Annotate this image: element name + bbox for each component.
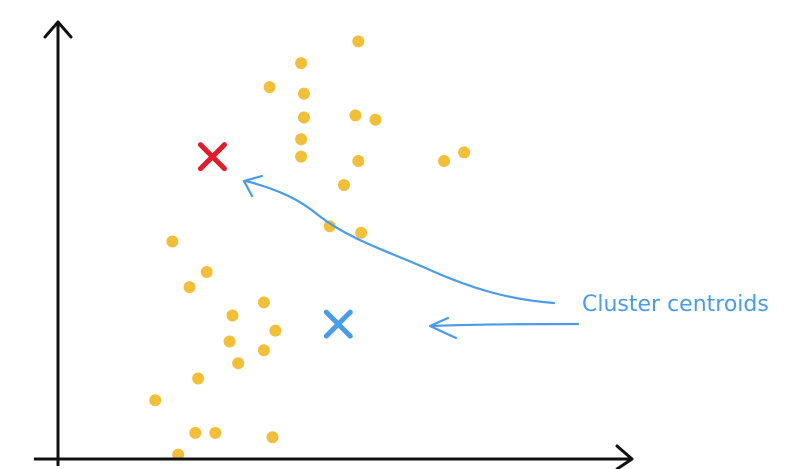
- data-point-17: [200, 265, 213, 278]
- data-point-8: [295, 133, 308, 146]
- centroid-1-cross: [197, 142, 227, 172]
- centroid-2-cross: [323, 309, 353, 339]
- arrow-to-blue-centroid-head: [428, 316, 458, 340]
- x-axis-arrowhead: [615, 444, 634, 469]
- data-point-1: [352, 35, 365, 48]
- data-point-25: [192, 372, 205, 385]
- data-point-2: [295, 57, 308, 70]
- data-point-6: [369, 113, 382, 126]
- data-point-4: [297, 87, 310, 100]
- data-point-16: [166, 235, 179, 248]
- data-point-18: [183, 281, 196, 294]
- cluster-centroids-label: Cluster centroids: [582, 292, 769, 317]
- data-point-22: [223, 335, 236, 348]
- data-points: [149, 35, 471, 461]
- data-point-19: [257, 296, 270, 309]
- data-point-24: [232, 357, 245, 370]
- data-point-26: [149, 394, 162, 407]
- centroids: [197, 142, 353, 339]
- data-point-28: [209, 426, 222, 439]
- data-point-21: [269, 324, 282, 337]
- arrow-to-blue-centroid: [430, 322, 580, 328]
- data-point-20: [226, 309, 239, 322]
- arrow-to-red-centroid-head: [242, 174, 264, 198]
- data-point-23: [257, 344, 270, 357]
- data-point-5: [349, 109, 362, 122]
- data-point-27: [189, 426, 202, 439]
- data-point-29: [266, 431, 279, 444]
- data-point-14: [323, 220, 336, 233]
- axes: [34, 20, 634, 469]
- data-point-9: [295, 150, 308, 163]
- data-point-12: [458, 146, 471, 159]
- annotation-arrows: [242, 174, 580, 340]
- data-point-3: [263, 81, 276, 94]
- data-point-11: [438, 155, 451, 168]
- y-axis-arrowhead: [43, 20, 73, 39]
- data-point-10: [352, 155, 365, 168]
- data-point-15: [355, 226, 368, 239]
- data-point-7: [297, 111, 310, 124]
- arrow-to-red-centroid: [244, 179, 556, 305]
- data-point-13: [338, 178, 350, 191]
